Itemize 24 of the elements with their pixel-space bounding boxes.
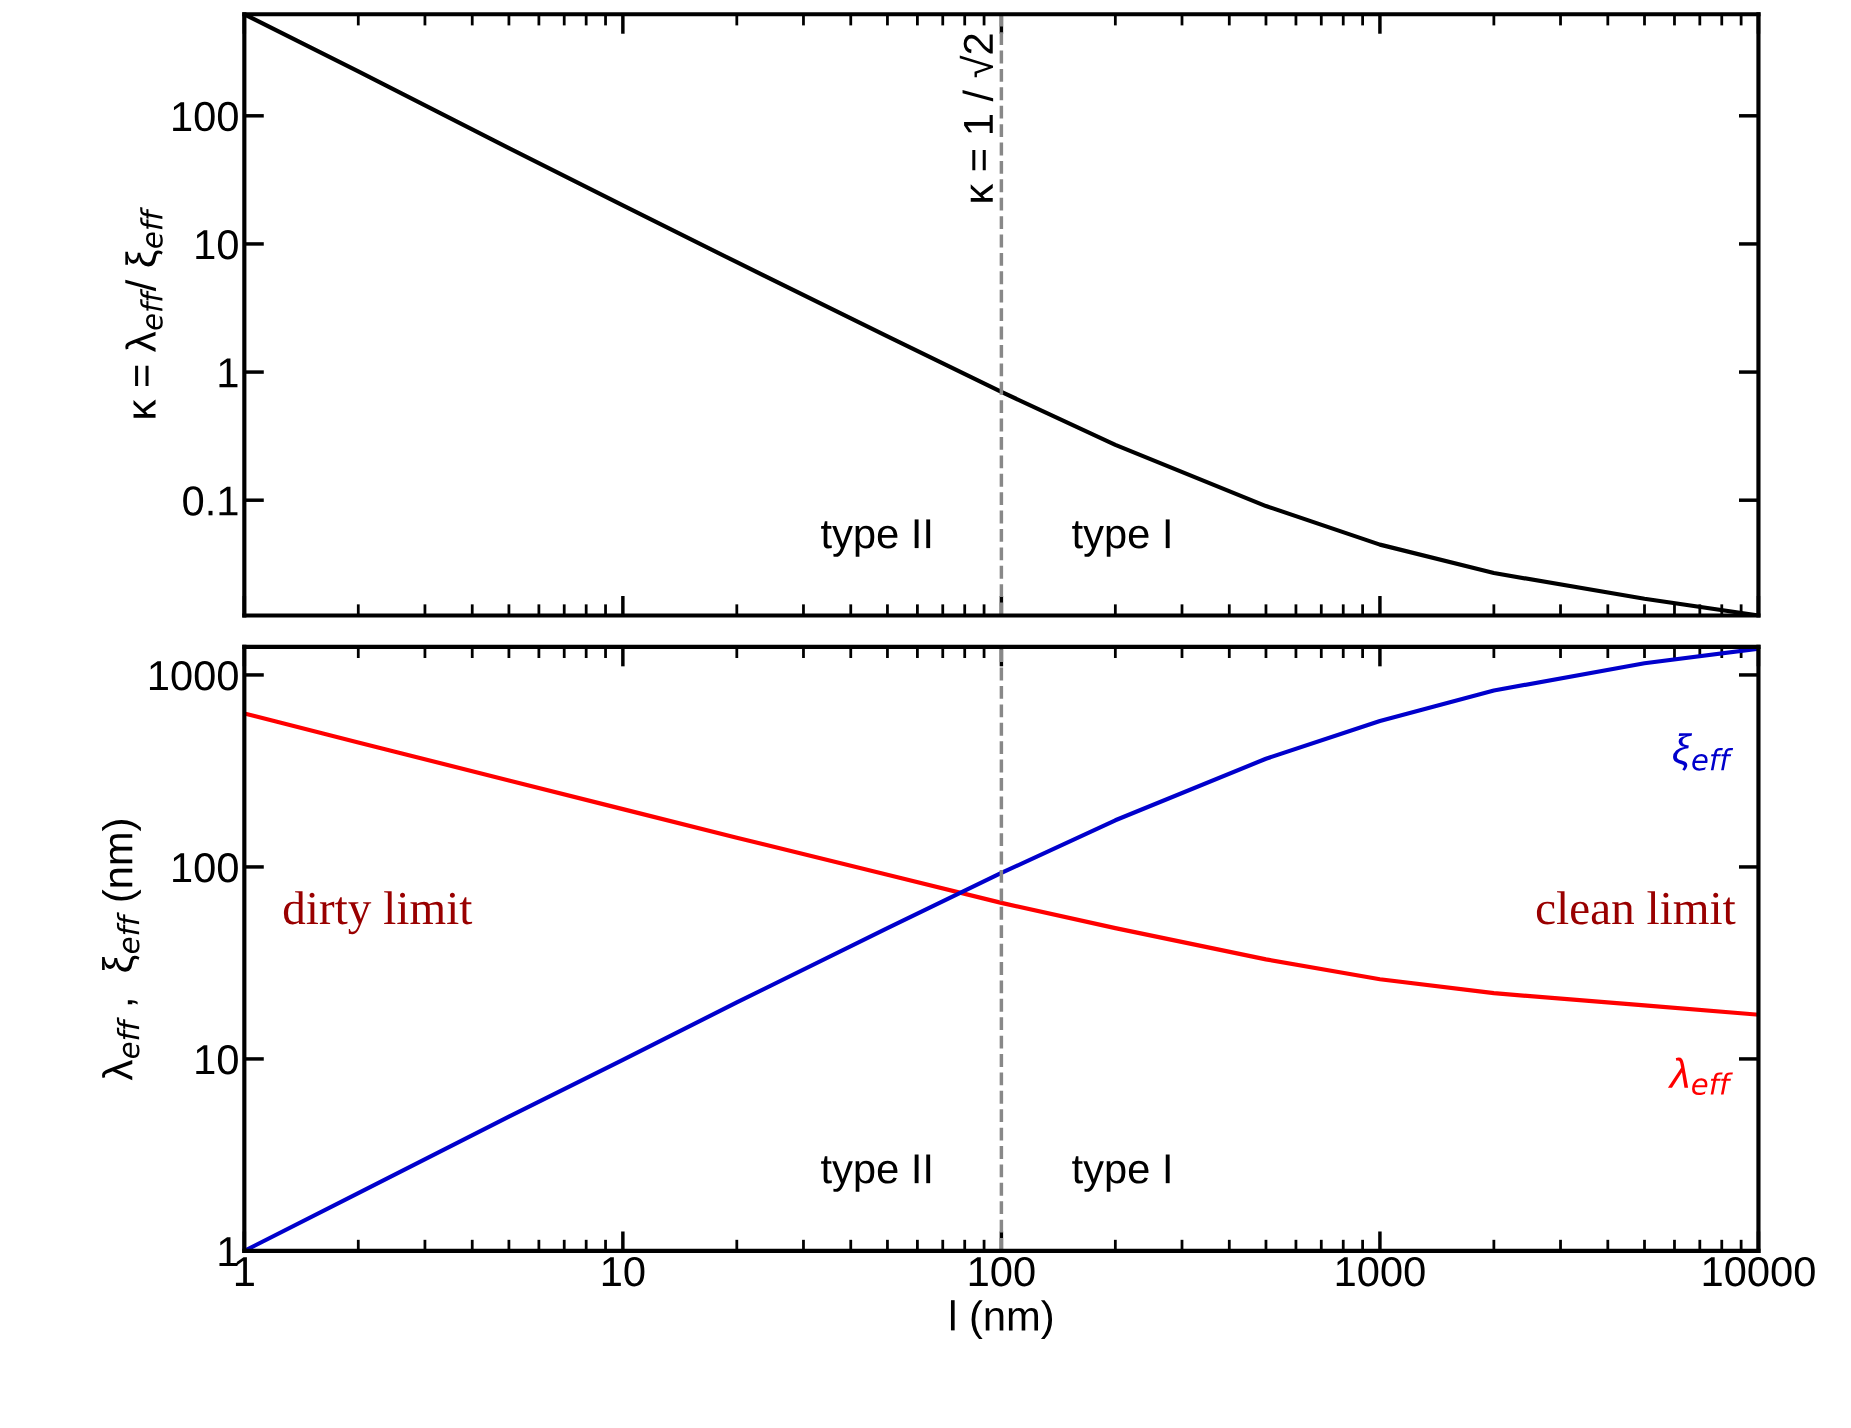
series-label: λ$_{eff}$ bbox=[1667, 1057, 1733, 1095]
y-tick-label: 100 bbox=[173, 101, 238, 132]
annotation: κ = 1 / √2 bbox=[959, 34, 994, 202]
x-tick-label: 10 bbox=[602, 1256, 645, 1287]
y-tick-label: 1000 bbox=[149, 660, 238, 691]
y-axis-title: λ$_{eff}$ , ξ$_{eff}$ (nm) bbox=[102, 820, 141, 1081]
series-label: ξ$_{eff}$ bbox=[1673, 733, 1734, 771]
y-tick-label: 0.1 bbox=[183, 486, 238, 516]
annotation: type I bbox=[1072, 1154, 1170, 1192]
annotation: type II bbox=[821, 1154, 931, 1192]
y-tick-label: 100 bbox=[173, 852, 238, 883]
y-tick-label: 10 bbox=[196, 229, 238, 260]
y-tick-label: 1 bbox=[219, 1237, 238, 1267]
annotation: clean limit bbox=[1536, 891, 1736, 925]
y-tick-label: 10 bbox=[196, 1044, 238, 1075]
annotation: dirty limit bbox=[283, 891, 473, 935]
x-tick-label: 100 bbox=[969, 1256, 1035, 1287]
annotation: type I bbox=[1072, 519, 1170, 557]
x-axis-title: l (nm) bbox=[950, 1300, 1053, 1340]
y-tick-label: 1 bbox=[219, 358, 238, 388]
x-tick-label: 1000 bbox=[1336, 1256, 1425, 1287]
annotation: type II bbox=[821, 519, 931, 557]
x-tick-label: 10000 bbox=[1703, 1256, 1815, 1287]
y-axis-title: κ = λ$_{eff}$/ ξ$_{eff}$ bbox=[125, 206, 163, 418]
